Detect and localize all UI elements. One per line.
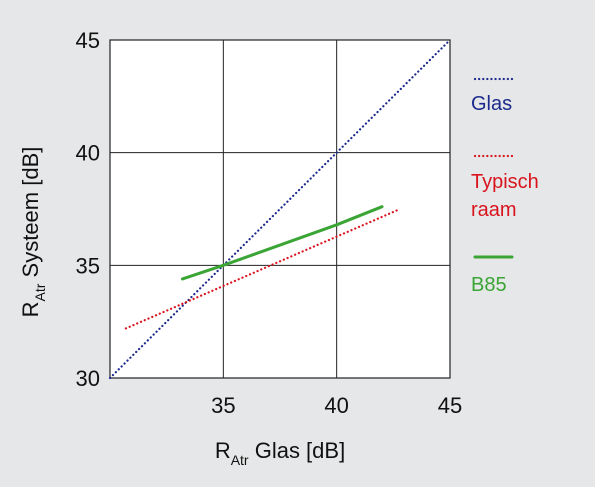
x-axis-title-sub: Atr xyxy=(231,452,249,468)
legend-label-1-0: Typisch xyxy=(471,171,539,193)
series-line-typisch-raam xyxy=(124,207,402,330)
x-tick-label-40: 40 xyxy=(324,393,348,418)
x-tick-label-35: 35 xyxy=(211,393,235,418)
legend-label-1-1: raam xyxy=(471,199,517,221)
series-group xyxy=(108,38,452,380)
plot-frame xyxy=(109,39,451,379)
grid xyxy=(110,40,450,378)
y-tick-label-30: 30 xyxy=(76,366,100,391)
series-line-b85 xyxy=(181,205,384,281)
y-axis-title: RAtr Systeem [dB] xyxy=(18,147,48,318)
legend-label-0-0: Glas xyxy=(471,93,512,115)
legend-label-2-0: B85 xyxy=(471,274,507,296)
y-tick-label-45: 45 xyxy=(76,28,100,53)
x-tick-label-45: 45 xyxy=(438,393,462,418)
tick-labels: 35 40 45 30 35 40 45 xyxy=(76,28,463,418)
y-tick-label-35: 35 xyxy=(76,253,100,278)
x-axis-title-rest: Glas [dB] xyxy=(249,438,346,463)
legend: Glas Typisch raam B85 xyxy=(471,77,539,296)
y-axis-title-rest: Systeem [dB] xyxy=(18,147,43,284)
plot-area xyxy=(110,40,450,378)
y-axis-title-main: R xyxy=(18,301,43,317)
x-axis-title: RAtr Glas [dB] xyxy=(215,438,345,468)
y-tick-label-40: 40 xyxy=(76,141,100,166)
y-axis-title-sub: Atr xyxy=(32,283,48,301)
x-axis-title-main: R xyxy=(215,438,231,463)
